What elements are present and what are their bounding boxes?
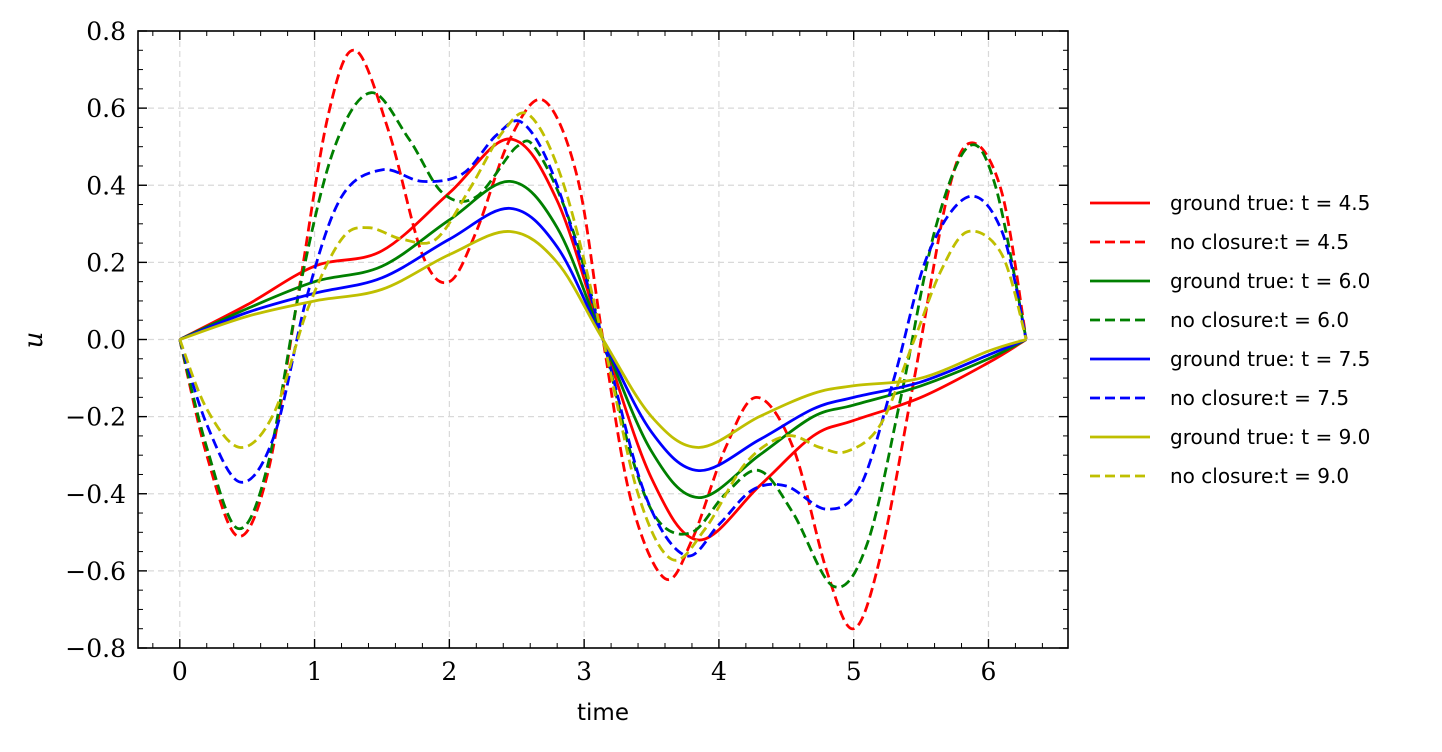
legend-label: no closure:t = 7.5 xyxy=(1170,386,1349,410)
series-line-5 xyxy=(179,206,1027,473)
x-tick-label: 2 xyxy=(441,657,457,686)
series-line-3 xyxy=(179,179,1027,500)
legend-label: ground true: t = 6.0 xyxy=(1170,269,1370,293)
y-tick-label: 0.8 xyxy=(86,17,126,46)
x-tick-label: 3 xyxy=(576,657,592,686)
series-line-7 xyxy=(179,230,1027,449)
series-line-1 xyxy=(179,137,1027,542)
y-tick-label: 0.0 xyxy=(86,326,126,355)
x-tick-label: 6 xyxy=(981,657,997,686)
y-tick-label: −0.4 xyxy=(65,480,126,509)
y-tick-label: 0.2 xyxy=(86,248,126,277)
legend: ground true: t = 4.5 no closure:t = 4.5 gr… xyxy=(1090,191,1370,488)
x-axis-label: time xyxy=(577,700,629,726)
y-tick-labels: −0.8 −0.6 −0.4 −0.2 0.0 0.2 0.4 0.6 0.8 xyxy=(65,17,126,663)
x-tick-label: 1 xyxy=(307,657,323,686)
legend-label: ground true: t = 4.5 xyxy=(1170,191,1370,215)
y-axis-label: u xyxy=(19,332,49,349)
legend-label: no closure:t = 4.5 xyxy=(1170,230,1349,254)
series-group xyxy=(178,48,1028,631)
legend-label: no closure:t = 9.0 xyxy=(1170,464,1349,488)
series-line-8 xyxy=(178,111,1028,562)
y-tick-label: −0.8 xyxy=(65,634,126,663)
y-tick-label: −0.2 xyxy=(65,403,126,432)
series-line-2 xyxy=(178,48,1028,631)
x-tick-label: 5 xyxy=(846,657,862,686)
y-tick-label: −0.6 xyxy=(65,557,126,586)
x-tick-label: 4 xyxy=(711,657,727,686)
y-tick-label: 0.6 xyxy=(86,94,126,123)
legend-label: ground true: t = 7.5 xyxy=(1170,347,1370,371)
y-tick-label: 0.4 xyxy=(86,171,126,200)
axis-ticks xyxy=(138,30,1068,649)
legend-label: no closure:t = 6.0 xyxy=(1170,308,1349,332)
x-tick-label: 0 xyxy=(172,657,188,686)
x-tick-labels: 0 1 2 3 4 5 6 xyxy=(172,657,997,686)
legend-label: ground true: t = 9.0 xyxy=(1170,425,1370,449)
